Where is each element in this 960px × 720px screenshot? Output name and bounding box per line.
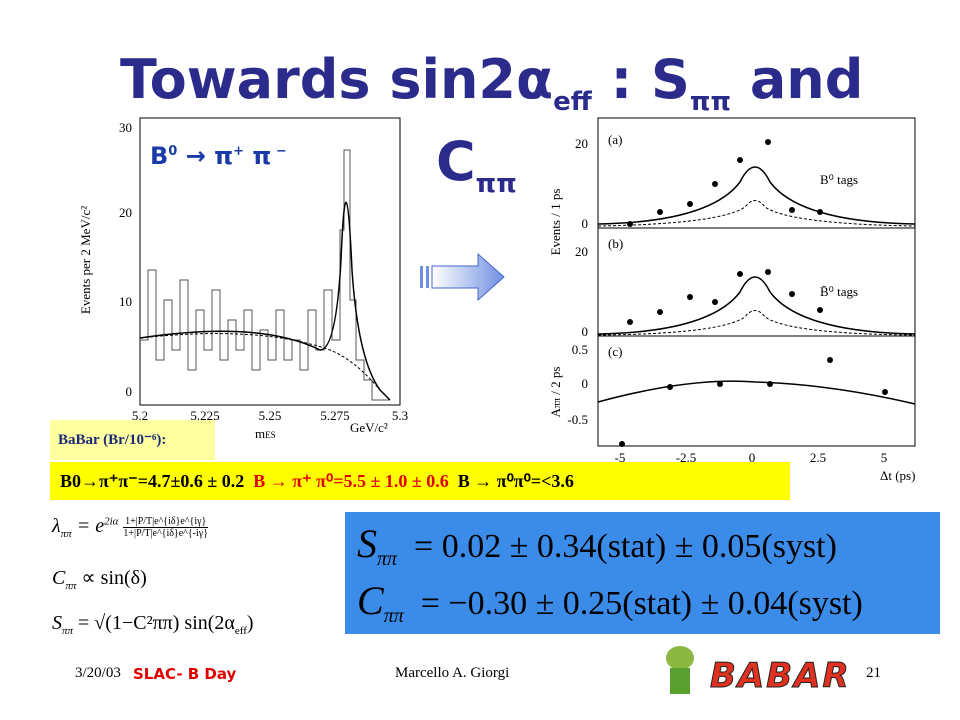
text: 0 <box>582 324 589 339</box>
x-tick: 5.2 <box>132 408 148 423</box>
arrow <box>420 252 505 302</box>
formula-c: Cππ ∝ sin(δ) <box>52 565 147 592</box>
text: Towards sin2 <box>120 48 516 111</box>
logo-elephant <box>666 646 694 694</box>
x-tick: 5.25 <box>259 408 282 423</box>
text: S <box>357 521 377 566</box>
results-box: Sππ = 0.02 ± 0.34(stat) ± 0.05(syst) Cππ… <box>345 512 940 634</box>
text: B0→π⁺π⁻=4.7±0.6 ± 0.2 <box>60 471 245 491</box>
x-tick: 5.225 <box>190 408 219 423</box>
footer-event: SLAC- B Day <box>133 665 237 683</box>
text: / 2 ps <box>548 367 563 398</box>
text: eff <box>553 86 592 117</box>
text: B⁰ tags <box>820 172 858 187</box>
text: ) <box>246 612 254 634</box>
text: 2iα <box>104 515 119 528</box>
text: 20 <box>575 136 588 151</box>
text: and <box>731 48 864 111</box>
text: λ <box>52 515 61 537</box>
y-tick: 20 <box>119 205 132 220</box>
x-tick: 5.275 <box>320 408 349 423</box>
title: Towards sin2αeff : Sππ and <box>120 48 863 117</box>
text: B̄⁰ tags <box>820 284 858 299</box>
formula-s: Sππ = √(1−C²ππ) sin(2αeff) <box>52 612 254 637</box>
footer-date: 3/20/03 <box>75 665 121 681</box>
text: − <box>271 144 287 159</box>
text: C <box>52 567 66 589</box>
x-label: mES <box>255 426 276 440</box>
text: ππ <box>65 580 77 592</box>
text: ππ <box>475 168 517 199</box>
text: Δt (ps) <box>880 468 915 483</box>
text: -5 <box>615 450 626 465</box>
branching-label: BaBar (Br/10⁻⁶): <box>50 420 215 460</box>
text: ∝ sin(δ) <box>81 567 147 589</box>
text: ππ <box>62 625 74 637</box>
text: 2.5 <box>810 450 826 465</box>
text: A <box>548 407 563 417</box>
text: -2.5 <box>676 450 697 465</box>
text: = e <box>76 515 105 537</box>
footer-page: 21 <box>866 665 881 681</box>
text: ππ <box>377 547 398 570</box>
footer-author: Marcello A. Giorgi <box>395 665 510 681</box>
text: : S <box>591 48 690 111</box>
text: + <box>233 144 245 159</box>
text: (c) <box>608 344 622 359</box>
text: ππ <box>60 528 72 540</box>
text: = 0.02 ± 0.34(stat) ± 0.05(syst) <box>414 528 837 565</box>
text: C <box>436 130 476 193</box>
text: B <box>150 142 169 170</box>
result-s: Sππ = 0.02 ± 0.34(stat) ± 0.05(syst) <box>357 520 928 571</box>
text: ES <box>265 430 276 440</box>
result-c: Cππ = −0.30 ± 0.25(stat) ± 0.04(syst) <box>357 577 928 628</box>
text: ππ <box>552 398 563 408</box>
y-tick: 10 <box>119 294 132 309</box>
text: 0 <box>582 376 589 391</box>
text: S <box>52 612 62 634</box>
formula-lambda: λππ = e2iα 1+|P/T|e^{iδ}e^{iγ} 1+|P/T|e^{… <box>52 515 208 540</box>
text: C <box>357 577 384 623</box>
y-tick: 30 <box>119 120 132 135</box>
y-label: Events per 2 MeV/c² <box>78 206 93 314</box>
histogram <box>140 149 390 401</box>
text: 0.5 <box>572 342 588 357</box>
text: α <box>515 48 554 111</box>
title-line2: Cππ <box>436 130 517 199</box>
text: → π <box>177 142 234 170</box>
text: ππ <box>689 86 732 117</box>
text: 20 <box>575 244 588 259</box>
x-tick: 5.3 <box>392 408 408 423</box>
text: B → π⁺ π⁰=5.5 ± 1.0 ± 0.6 <box>253 471 449 491</box>
text: (a) <box>608 132 622 147</box>
text: 1+|P/T|e^{iδ}e^{-iγ} <box>123 527 208 539</box>
x-unit: GeV/c² <box>350 420 388 435</box>
decay-label: B0 → π+ π − <box>150 142 287 170</box>
dt-plot: (a) B⁰ tags (b) B̄⁰ tags (c) 0 20 0 20 -… <box>548 117 916 483</box>
text: -0.5 <box>567 412 588 427</box>
text: 0 <box>749 450 756 465</box>
text: ππ <box>383 604 404 627</box>
y-tick: 0 <box>126 384 133 399</box>
text: (b) <box>608 236 623 251</box>
text: π <box>244 142 272 170</box>
text: eff <box>234 625 247 637</box>
logo-text: BABAR <box>710 656 851 697</box>
text: = √(1−C²ππ) sin(2α <box>78 612 235 634</box>
svg-text:Aππ / 2 ps: Aππ / 2 ps <box>548 367 563 418</box>
text: 1+|P/T|e^{iδ}e^{iγ} <box>123 515 208 528</box>
mass-plot: 0 10 20 30 5.2 5.225 5.25 5.275 5.3 Even… <box>78 117 408 440</box>
text: B → π⁰π⁰=<3.6 <box>457 471 574 491</box>
text: = −0.30 ± 0.25(stat) ± 0.04(syst) <box>420 584 863 622</box>
text: 0 <box>168 144 178 159</box>
frame <box>139 117 401 406</box>
text: Events / 1 ps <box>548 189 563 256</box>
text: m <box>255 426 265 440</box>
text: 5 <box>881 450 888 465</box>
text: 0 <box>582 216 589 231</box>
background-fit <box>139 333 381 391</box>
fit <box>139 201 391 401</box>
branching-ratios: B0→π⁺π⁻=4.7±0.6 ± 0.2 B → π⁺ π⁰=5.5 ± 1.… <box>50 462 790 500</box>
